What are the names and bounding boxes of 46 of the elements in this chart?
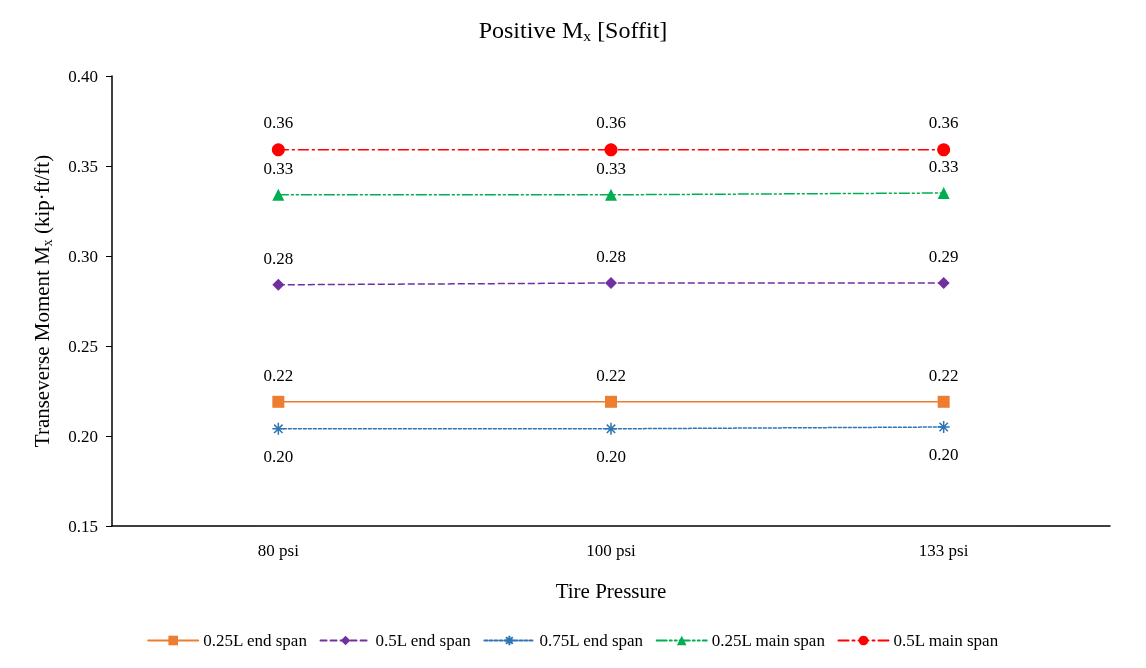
legend-label: 0.25L end span	[203, 631, 308, 650]
point	[936, 420, 951, 434]
y-tick-label: 0.15	[68, 516, 98, 536]
point	[605, 277, 617, 289]
data-label: 0.28	[263, 248, 294, 268]
point	[272, 395, 285, 408]
legend-label: 0.5L end span	[375, 631, 472, 650]
point	[272, 278, 285, 291]
point	[937, 187, 950, 199]
data-label: 0.28	[596, 247, 626, 266]
data-label: 0.20	[928, 444, 959, 464]
legend-label: 0.5L main span	[893, 631, 999, 650]
x-axis-title: Tire Pressure	[555, 578, 667, 603]
data-label: 0.20	[263, 446, 294, 466]
point	[605, 395, 617, 408]
data-label: 0.22	[263, 365, 294, 385]
point	[937, 277, 950, 289]
data-label: 0.36	[928, 113, 959, 133]
point	[937, 143, 951, 157]
point	[271, 422, 286, 436]
data-label: 0.33	[928, 157, 959, 176]
x-tick-label: 133 psi	[918, 541, 969, 560]
y-tick-label: 0.25	[68, 336, 98, 356]
y-tick-label: 0.35	[68, 156, 98, 176]
data-label: 0.33	[263, 158, 294, 178]
point	[605, 188, 617, 201]
data-label: 0.33	[596, 158, 626, 178]
legend-label: 0.25L main span	[711, 631, 826, 650]
y-tick-label: 0.40	[68, 66, 98, 86]
point	[272, 188, 285, 201]
point	[604, 422, 618, 436]
data-label: 0.36	[596, 113, 626, 133]
x-tick-label: 100 psi	[586, 541, 637, 560]
y-tick-label: 0.20	[68, 426, 98, 446]
data-label: 0.22	[596, 365, 626, 385]
y-axis-title: Transeverse Moment Mx (kip·ft/ft)	[30, 154, 55, 448]
point	[937, 395, 950, 408]
data-label: 0.36	[263, 113, 294, 133]
legend-label: 0.75L end span	[539, 631, 644, 650]
data-label: 0.22	[928, 365, 959, 385]
point	[271, 143, 285, 157]
x-tick-label: 80 psi	[257, 541, 300, 560]
data-label: 0.29	[928, 247, 959, 266]
y-tick-label: 0.30	[68, 246, 98, 266]
data-label: 0.20	[596, 446, 626, 466]
point	[604, 143, 618, 157]
